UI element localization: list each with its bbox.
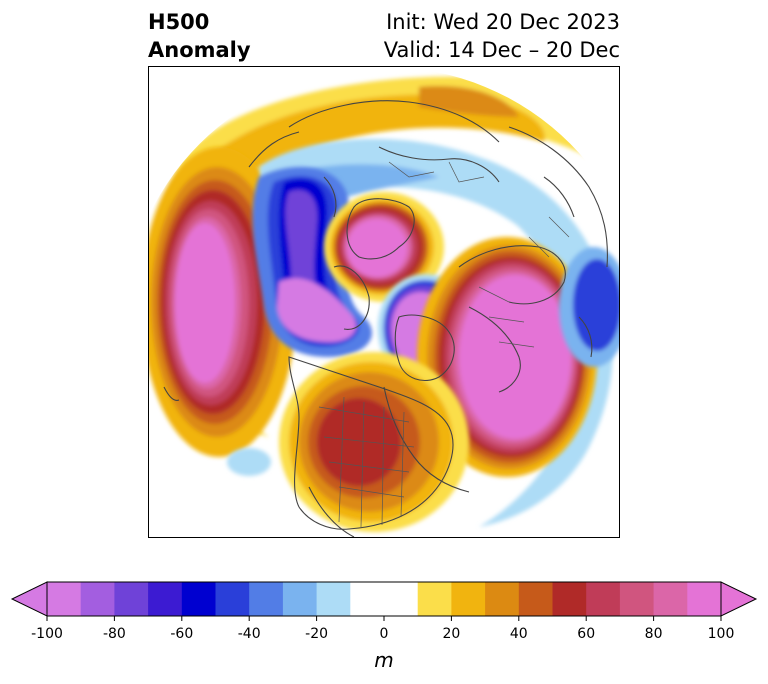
map-title: H500 Anomaly bbox=[148, 8, 251, 64]
map-dates: Init: Wed 20 Dec 2023 Valid: 14 Dec – 20… bbox=[384, 8, 620, 64]
colorbar-tick-label: 60 bbox=[577, 626, 595, 642]
colorbar: -100 -80 -60 -40 -20 0 20 40 60 80 100 m bbox=[10, 581, 758, 672]
colorbar-tick-label: 0 bbox=[380, 626, 389, 642]
colorbar-ticks: -100 -80 -60 -40 -20 0 20 40 60 80 100 bbox=[31, 616, 734, 642]
title-field-type: Anomaly bbox=[148, 38, 251, 62]
negative-anomaly-western-pacific bbox=[559, 247, 619, 367]
colorbar-bin bbox=[249, 582, 284, 616]
colorbar-bin bbox=[451, 582, 486, 616]
political-borders bbox=[318, 161, 570, 528]
colorbar-extend-low bbox=[10, 581, 48, 617]
coastlines bbox=[163, 100, 608, 537]
colorbar-tick-label: -100 bbox=[31, 626, 63, 642]
anomaly-map-canvas bbox=[149, 67, 619, 537]
negative-anomaly-small-pacific bbox=[227, 448, 271, 476]
colorbar-tick-label: 100 bbox=[708, 626, 735, 642]
colorbar-bin bbox=[47, 582, 82, 616]
colorbar-bin bbox=[316, 582, 351, 616]
valid-range: Valid: 14 Dec – 20 Dec bbox=[383, 38, 620, 62]
colorbar-bin bbox=[114, 582, 149, 616]
colorbar-tick-label: 20 bbox=[442, 626, 460, 642]
colorbar-bin bbox=[485, 582, 520, 616]
init-date: Init: Wed 20 Dec 2023 bbox=[386, 10, 620, 34]
colorbar-bins bbox=[47, 582, 722, 616]
colorbar-tick-label: -20 bbox=[305, 626, 328, 642]
title-variable: H500 bbox=[148, 10, 210, 34]
colorbar-bin bbox=[653, 582, 688, 616]
colorbar-bin bbox=[552, 582, 587, 616]
positive-anomaly-north-atlantic-europe bbox=[417, 237, 597, 477]
colorbar-bin bbox=[350, 582, 385, 616]
colorbar-bin bbox=[80, 582, 115, 616]
colorbar-tick-label: -60 bbox=[170, 626, 193, 642]
anomaly-map bbox=[148, 66, 620, 538]
colorbar-bin bbox=[518, 582, 553, 616]
colorbar-bin bbox=[148, 582, 183, 616]
colorbar-units: m bbox=[374, 648, 393, 672]
colorbar-tick-label: 80 bbox=[645, 626, 663, 642]
colorbar-tick-label: 40 bbox=[510, 626, 528, 642]
colorbar-bin bbox=[215, 582, 250, 616]
colorbar-bin bbox=[282, 582, 318, 616]
colorbar-bin bbox=[417, 582, 452, 616]
colorbar-tick-label: -80 bbox=[103, 626, 126, 642]
colorbar-bin bbox=[619, 582, 655, 616]
colorbar-bin bbox=[586, 582, 621, 616]
colorbar-extend-high bbox=[720, 581, 758, 617]
colorbar-bin bbox=[181, 582, 216, 616]
colorbar-tick-label: -40 bbox=[238, 626, 261, 642]
positive-anomaly-central-north-america bbox=[279, 352, 469, 532]
colorbar-bin bbox=[384, 582, 419, 616]
colorbar-bin bbox=[687, 582, 722, 616]
